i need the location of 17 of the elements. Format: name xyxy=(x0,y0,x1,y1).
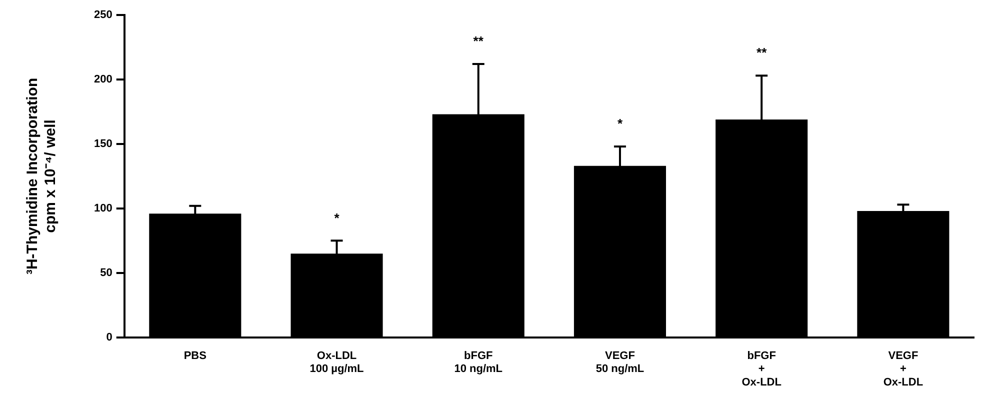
annotation: ** xyxy=(473,34,484,49)
x-tick-label: Ox-LDL 100 µg/mL xyxy=(310,350,364,376)
y-tick-label: 100 xyxy=(94,202,112,214)
y-axis-title: ³H-Thymidine Incorporation cpm x 10⁻⁴/ well xyxy=(24,78,60,275)
y-tick-label: 50 xyxy=(100,266,112,279)
x-tick-label: VEGF 50 ng/mL xyxy=(596,350,644,376)
x-tick-label: PBS xyxy=(184,350,206,362)
y-tick-label: 200 xyxy=(94,74,112,86)
annotation: * xyxy=(617,116,624,132)
x-tick-label: VEGF + Ox-LDL xyxy=(883,350,924,388)
annotation: * xyxy=(334,210,340,226)
annotation: ** xyxy=(756,45,768,60)
x-tick-label: bFGF 10 ng/mL xyxy=(454,350,503,376)
x-tick-label: bFGF + Ox-LDL xyxy=(742,350,782,388)
y-tick-label: 150 xyxy=(94,138,112,150)
y-tick-label: 250 xyxy=(94,9,112,22)
y-tick-label: 0 xyxy=(106,331,112,344)
